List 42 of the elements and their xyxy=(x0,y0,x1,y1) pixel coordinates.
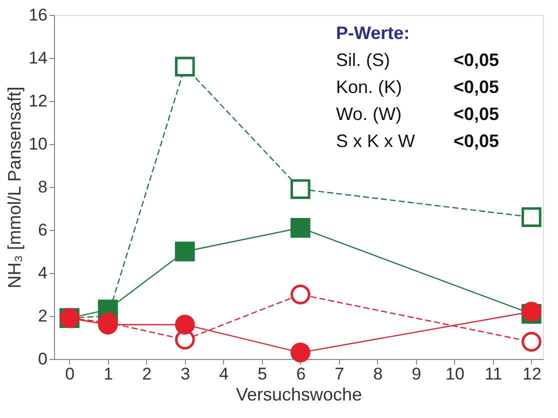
annotation: Sil. (S) xyxy=(336,50,390,70)
y-tick-label: 2 xyxy=(38,306,48,326)
annotation: <0,05 xyxy=(454,77,500,97)
x-tick-label: 0 xyxy=(65,364,75,384)
annotation: S x K x W xyxy=(336,131,416,151)
point xyxy=(290,284,310,304)
annotation: <0,05 xyxy=(454,104,500,124)
y-tick-label: 16 xyxy=(28,6,48,24)
x-tick-label: 12 xyxy=(522,364,542,384)
point xyxy=(522,207,542,228)
point xyxy=(522,332,542,352)
x-axis-title: Versuchswoche xyxy=(236,384,362,404)
y-tick-label: 12 xyxy=(28,92,48,110)
x-tick-label: 1 xyxy=(104,364,114,384)
y-tick-label: 10 xyxy=(28,134,48,154)
annotation: <0,05 xyxy=(454,50,500,70)
point xyxy=(175,314,195,334)
point xyxy=(290,342,310,362)
x-tick-label: 4 xyxy=(219,364,229,384)
x-tick-label: 3 xyxy=(180,364,190,384)
x-tick-label: 6 xyxy=(296,364,306,384)
y-tick-label: 6 xyxy=(38,220,48,240)
point xyxy=(290,179,310,200)
x-tick-label: 10 xyxy=(445,364,464,384)
y-axis-title: NH₃ [mmol/L Pansensaft] xyxy=(4,86,25,288)
annotation: Wo. (W) xyxy=(336,104,402,124)
x-tick-label: 5 xyxy=(258,364,268,384)
x-tick-label: 7 xyxy=(334,364,344,384)
y-tick-label: 14 xyxy=(28,48,48,68)
point xyxy=(175,56,195,77)
y-tick-label: 0 xyxy=(38,350,48,368)
annotation: P-Werte: xyxy=(336,23,410,43)
y-tick-label: 8 xyxy=(38,178,48,196)
x-tick-label: 11 xyxy=(484,364,502,384)
x-tick-label: 2 xyxy=(142,364,152,384)
annotation: <0,05 xyxy=(454,131,500,151)
x-tick-label: 9 xyxy=(412,364,422,384)
x-tick-label: 8 xyxy=(373,364,383,384)
point xyxy=(175,242,195,262)
point xyxy=(290,218,310,238)
annotation: Kon. (K) xyxy=(336,77,402,97)
y-tick-label: 4 xyxy=(38,264,48,282)
